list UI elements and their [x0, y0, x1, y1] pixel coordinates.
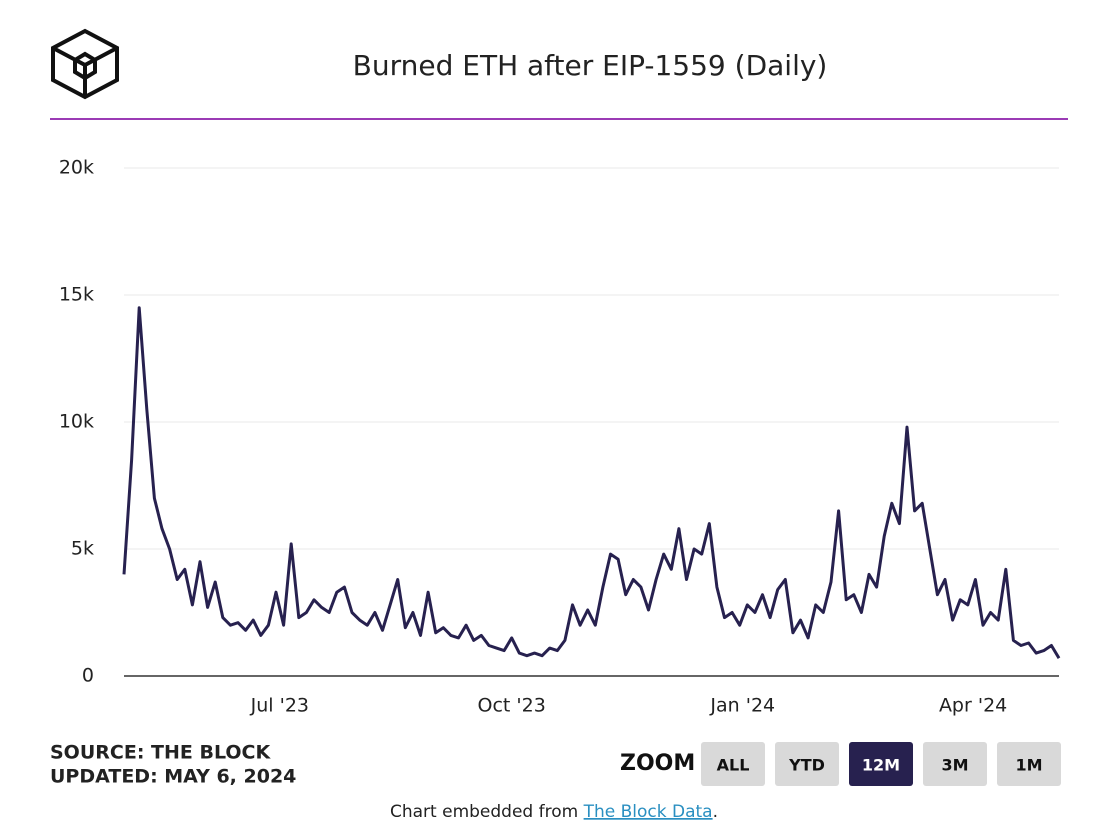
- source: SOURCE: THE BLOCK: [50, 742, 271, 764]
- zoom-button-label[interactable]: ALL: [717, 756, 750, 775]
- zoom-button[interactable]: [849, 742, 913, 786]
- logo: [51, 28, 119, 100]
- footer-prefix: Chart embedded from: [390, 802, 584, 822]
- footer: Chart embedded from The Block Data.: [390, 802, 718, 822]
- chart-title: Burned ETH after EIP-1559 (Daily): [353, 49, 828, 82]
- x-tick-label: Apr '24: [939, 695, 1007, 717]
- zoom-button[interactable]: [997, 742, 1061, 786]
- zoom-button[interactable]: [775, 742, 839, 786]
- updated: UPDATED: MAY 6, 2024: [50, 766, 296, 788]
- y-tick-label: 5k: [71, 538, 94, 560]
- zoom-button-label[interactable]: YTD: [788, 756, 825, 775]
- zoom-label: ZOOM: [620, 751, 695, 776]
- x-tick-label: Oct '23: [478, 695, 546, 717]
- x-tick-label: Jul '23: [250, 695, 309, 717]
- y-tick-label: 20k: [59, 157, 94, 179]
- data-line: [122, 306, 1061, 659]
- zoom-button[interactable]: [923, 742, 987, 786]
- footer-suffix: .: [713, 802, 718, 822]
- zoom-button-label[interactable]: 1M: [1015, 756, 1042, 775]
- footer-link[interactable]: The Block Data: [583, 802, 713, 822]
- y-tick-label: 10k: [59, 411, 94, 433]
- zoom-button-label[interactable]: 12M: [862, 756, 900, 775]
- zoom-button[interactable]: [701, 742, 765, 786]
- y-tick-label: 0: [82, 665, 94, 687]
- x-tick-label: Jan '24: [709, 695, 775, 717]
- y-tick-label: 15k: [59, 284, 94, 306]
- zoom-button-label[interactable]: 3M: [941, 756, 968, 775]
